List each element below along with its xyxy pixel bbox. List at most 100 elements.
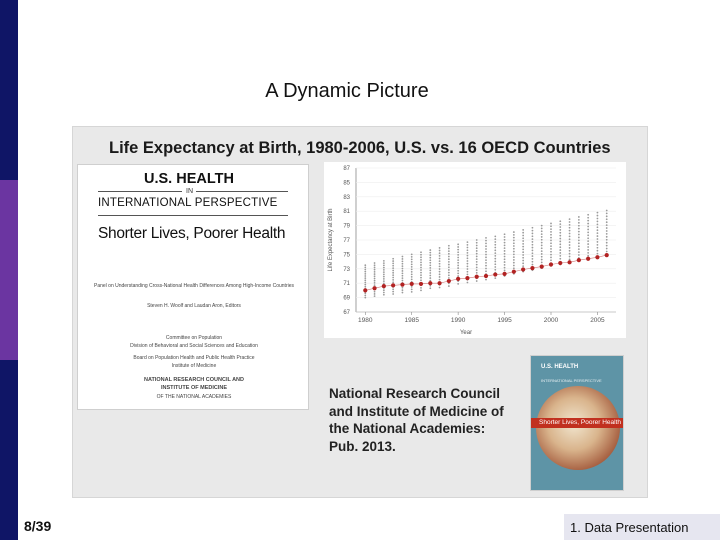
us-data-point	[511, 269, 516, 274]
oecd-data-point	[420, 276, 422, 279]
oecd-data-point	[447, 277, 450, 279]
oecd-data-point	[540, 224, 543, 227]
x-tick-label: 2000	[544, 317, 559, 324]
oecd-data-point	[447, 252, 450, 255]
oecd-data-point	[475, 280, 478, 282]
us-data-point	[586, 256, 591, 261]
page-number: 8/39	[24, 518, 52, 534]
us-data-point	[465, 276, 470, 281]
oecd-data-point	[410, 268, 413, 271]
oecd-data-point	[392, 267, 395, 270]
oecd-data-point	[438, 273, 441, 276]
oecd-data-point	[596, 214, 599, 217]
oecd-data-point	[494, 277, 497, 280]
oecd-data-point	[577, 251, 580, 253]
chart-svg: 67 69 71 73 75 77 79 81 83 85 87 1980 1985 1990 1995 20…	[328, 166, 616, 336]
report-rule-left	[98, 191, 182, 192]
oecd-data-point	[438, 268, 441, 270]
oecd-data-point	[429, 251, 432, 254]
us-data-point	[418, 281, 424, 287]
oecd-data-point	[577, 236, 580, 239]
x-tick-label: 1980	[358, 317, 373, 324]
oecd-data-point	[410, 273, 413, 276]
us-data-point	[558, 260, 563, 266]
oecd-data-point	[447, 274, 450, 277]
oecd-data-point	[559, 252, 562, 254]
oecd-data-point	[503, 261, 506, 263]
oecd-data-point	[429, 256, 432, 259]
y-tick-label: 73	[343, 267, 350, 273]
oecd-data-point	[447, 260, 450, 263]
oecd-data-point	[605, 241, 608, 244]
oecd-data-point	[410, 278, 413, 281]
report-division: Division of Behavioral and Social Scienc…	[130, 343, 258, 349]
oecd-data-point	[420, 251, 422, 254]
oecd-data-point	[550, 228, 552, 231]
oecd-data-point	[540, 227, 543, 230]
report-org-line2: INSTITUTE OF MEDICINE	[161, 385, 227, 391]
oecd-data-point	[587, 254, 590, 257]
oecd-data-point	[420, 264, 422, 266]
oecd-data-point	[503, 247, 506, 250]
oecd-data-point	[550, 231, 552, 233]
oecd-data-point	[531, 249, 534, 252]
section-label-box: 1. Data Presentation	[564, 514, 720, 540]
oecd-data-point	[466, 241, 469, 244]
oecd-data-point	[587, 222, 590, 225]
oecd-data-point	[568, 235, 571, 238]
us-data-point	[604, 253, 609, 258]
us-data-point	[391, 283, 396, 288]
oecd-data-point	[531, 243, 534, 246]
oecd-data-point	[577, 254, 580, 256]
oecd-data-point	[494, 266, 497, 268]
oecd-data-point	[401, 286, 404, 289]
oecd-data-point	[503, 269, 506, 272]
oecd-data-point	[559, 220, 562, 223]
oecd-data-point	[364, 268, 367, 271]
oecd-data-point	[494, 235, 497, 238]
oecd-data-point	[577, 216, 580, 218]
oecd-data-point	[364, 294, 367, 297]
oecd-data-point	[485, 239, 487, 242]
oecd-data-point	[420, 261, 422, 264]
oecd-data-point	[438, 254, 441, 257]
oecd-data-point	[568, 247, 571, 249]
oecd-data-point	[410, 285, 413, 288]
oecd-data-point	[475, 239, 478, 241]
oecd-data-point	[429, 254, 432, 257]
oecd-data-point	[373, 295, 376, 298]
oecd-data-point	[587, 216, 590, 219]
oecd-data-point	[401, 272, 404, 275]
sidebar-accent	[0, 0, 18, 540]
oecd-data-point	[420, 279, 422, 282]
y-tick-label: 69	[343, 296, 350, 302]
oecd-data-point	[420, 256, 422, 259]
oecd-data-point	[485, 261, 487, 264]
oecd-data-point	[373, 277, 376, 280]
oecd-data-point	[596, 249, 599, 252]
oecd-data-point	[485, 267, 487, 270]
oecd-data-point	[401, 265, 404, 268]
oecd-data-point	[522, 251, 525, 254]
slide-title: A Dynamic Picture	[265, 80, 429, 102]
oecd-data-point	[540, 238, 543, 241]
oecd-data-point	[364, 277, 367, 280]
oecd-data-point	[605, 235, 608, 238]
oecd-data-point	[550, 245, 552, 247]
y-tick-label: 79	[343, 224, 350, 230]
oecd-data-point	[605, 244, 608, 247]
oecd-data-point	[512, 253, 515, 256]
oecd-data-point	[429, 274, 432, 277]
oecd-data-point	[577, 221, 580, 224]
oecd-data-point	[382, 271, 385, 274]
oecd-data-point	[540, 250, 543, 252]
oecd-data-point	[475, 263, 478, 266]
report-institute: Institute of Medicine	[171, 363, 217, 369]
oecd-data-point	[382, 282, 385, 285]
oecd-data-point	[550, 253, 552, 256]
oecd-data-point	[447, 266, 450, 269]
oecd-data-point	[522, 248, 525, 251]
oecd-data-point	[429, 287, 432, 290]
us-data-point	[493, 272, 498, 277]
oecd-data-point	[559, 249, 562, 251]
